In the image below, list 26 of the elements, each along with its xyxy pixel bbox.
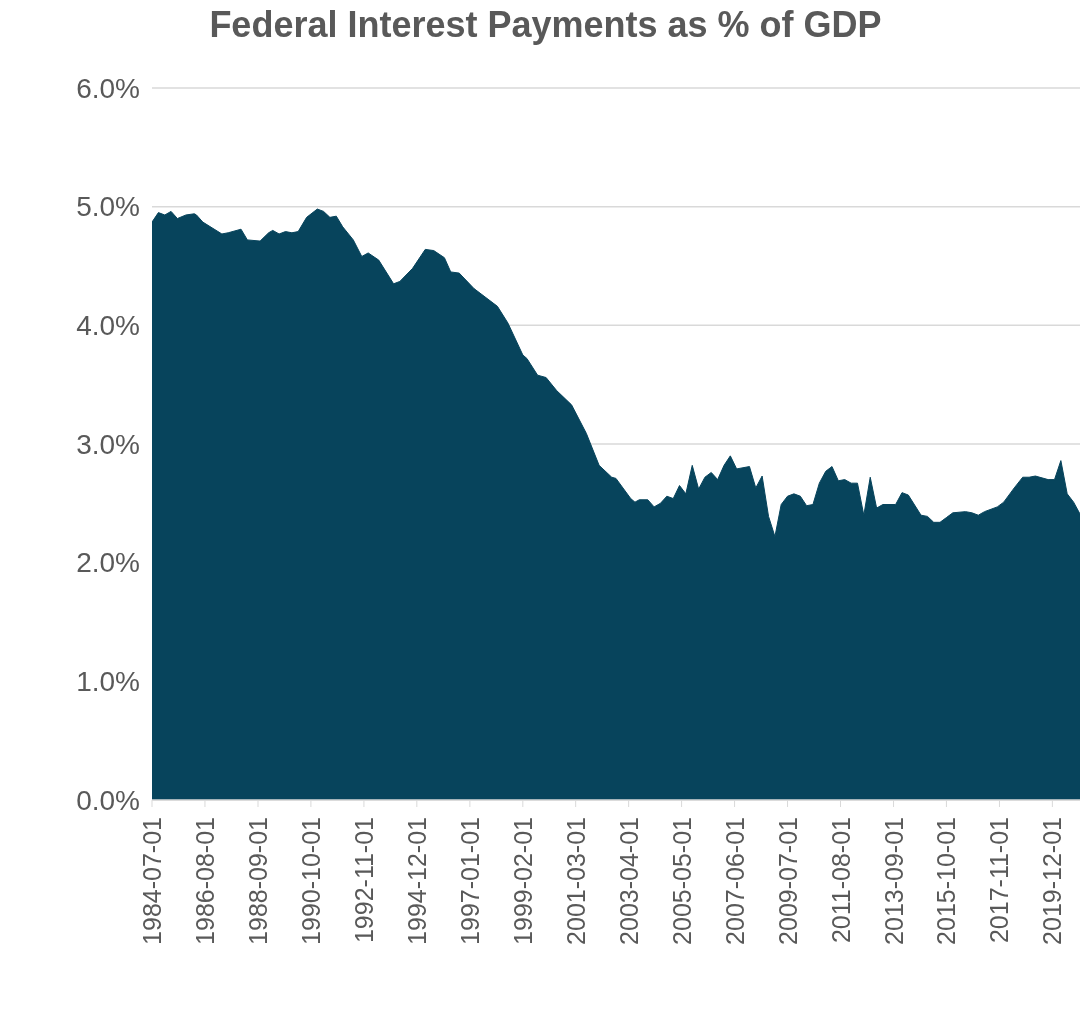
x-tick-label: 1999-02-01: [508, 817, 537, 945]
x-tick-label: 2015-10-01: [932, 817, 961, 945]
x-tick-label: 2003-04-01: [614, 817, 643, 945]
x-tick-label: 2013-09-01: [879, 817, 908, 945]
x-tick-label: 1986-08-01: [190, 817, 219, 945]
x-tick-label: 2011-08-01: [826, 817, 855, 944]
y-tick-label: 0.0%: [76, 784, 140, 816]
x-tick-label: 1994-12-01: [402, 817, 431, 945]
x-tick-label: 1984-07-01: [138, 817, 166, 945]
x-tick-label: 2001-03-01: [561, 817, 590, 945]
x-tick-label: 1988-09-01: [244, 817, 272, 945]
y-tick-label: 3.0%: [76, 428, 140, 460]
y-tick-label: 6.0%: [76, 72, 140, 104]
chart-title: Federal Interest Payments as % of GDP: [208, 4, 883, 46]
x-tick-label: 2017-11-01: [985, 817, 1014, 944]
x-tick-label: 1992-11-01: [349, 817, 378, 944]
x-tick-label: 2019-12-01: [1038, 817, 1067, 945]
y-tick-label: 2.0%: [76, 547, 140, 579]
x-tick-label: 1997-01-01: [455, 817, 484, 945]
x-tick-label: 2005-05-01: [667, 817, 696, 945]
x-tick-label: 2009-07-01: [773, 817, 802, 945]
y-tick-label: 1.0%: [76, 665, 140, 697]
y-tick-label: 5.0%: [76, 191, 140, 223]
x-tick-label: 1990-10-01: [296, 817, 325, 945]
y-tick-label: 4.0%: [76, 309, 140, 341]
x-tick-label: 2007-06-01: [720, 817, 749, 945]
